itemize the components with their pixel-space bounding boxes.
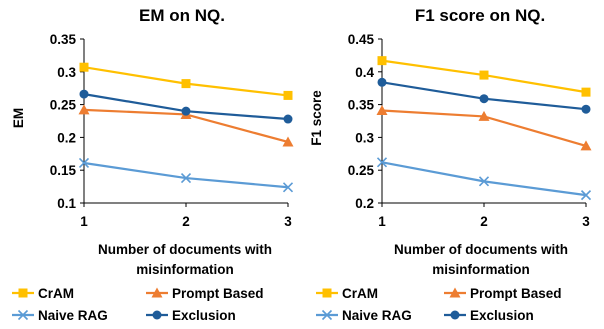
legend-marker-circle-icon <box>152 310 162 320</box>
data-point-prompt-based <box>282 136 294 147</box>
plot-area: 0.2 0.25 0.3 0.35 0.4 0.45 1 2 3 <box>348 32 592 229</box>
data-point-exclusion <box>479 94 489 104</box>
data-point-naive-rag <box>78 157 90 169</box>
data-point-prompt-based <box>580 140 592 151</box>
data-point-cram <box>377 56 387 66</box>
legend-marker-x-icon <box>17 309 29 321</box>
legend-label: Naive RAG <box>342 308 412 323</box>
legend-item-exclusion: Exclusion <box>444 308 534 323</box>
legend-item-cram: CrAM <box>12 286 74 301</box>
legend-em: CrAM Prompt Based Naive RAG Exclusion <box>12 286 264 323</box>
y-tick-label: 0.35 <box>348 98 375 113</box>
x-tick-label: 2 <box>480 214 488 229</box>
legend-label: Exclusion <box>470 308 534 323</box>
x-tick-label: 2 <box>182 214 190 229</box>
data-point-naive-rag <box>478 176 490 187</box>
data-point-cram <box>79 62 89 72</box>
data-point-cram <box>479 70 489 80</box>
data-point-prompt-based <box>376 105 388 116</box>
legend-item-prompt-based: Prompt Based <box>444 286 562 301</box>
x-axis-label-line-2: misinformation <box>136 262 234 277</box>
x-tick-label: 3 <box>582 214 590 229</box>
y-tick-label: 0.1 <box>57 196 76 211</box>
legend-marker-square-icon <box>18 288 28 298</box>
legend-label: Prompt Based <box>172 286 264 301</box>
y-tick-label: 0.45 <box>348 32 375 47</box>
legend-item-naive-rag: Naive RAG <box>316 308 412 323</box>
legend-item-cram: CrAM <box>316 286 378 301</box>
data-point-cram <box>581 87 591 97</box>
legend-marker-triangle-icon <box>449 287 461 298</box>
legend-marker-circle-icon <box>450 310 460 320</box>
legend-marker-triangle-icon <box>151 287 163 298</box>
legend-f1: CrAM Prompt Based Naive RAG Exclusion <box>316 286 562 323</box>
x-tick-label: 1 <box>378 214 386 229</box>
y-tick-label: 0.4 <box>355 65 374 80</box>
data-point-exclusion <box>79 89 89 99</box>
y-tick-label: 0.15 <box>50 163 77 178</box>
y-tick-label: 0.25 <box>50 98 77 113</box>
x-axis-label-line-2: misinformation <box>432 262 530 277</box>
legend-label: Naive RAG <box>38 308 108 323</box>
data-point-cram <box>181 79 191 89</box>
data-point-exclusion <box>181 106 191 116</box>
legend-marker-x-icon <box>321 309 333 321</box>
x-axis-label-line-1: Number of documents with <box>394 242 568 257</box>
legend-item-naive-rag: Naive RAG <box>12 308 108 323</box>
chart-title: EM on NQ. <box>139 6 225 25</box>
data-point-cram <box>283 90 293 100</box>
data-point-exclusion <box>377 77 387 87</box>
y-axis-label: EM <box>11 108 26 128</box>
legend-label: CrAM <box>38 286 74 301</box>
plot-area: 0.1 0.15 0.2 0.25 0.3 0.35 1 2 3 <box>50 32 294 229</box>
legend-label: Exclusion <box>172 308 236 323</box>
x-axis-label-line-1: Number of documents with <box>98 242 272 257</box>
y-tick-label: 0.35 <box>50 32 77 47</box>
data-point-exclusion <box>581 104 591 114</box>
legend-item-prompt-based: Prompt Based <box>146 286 264 301</box>
y-tick-label: 0.25 <box>348 163 375 178</box>
y-axis-label: F1 score <box>309 90 324 146</box>
data-point-naive-rag <box>282 182 294 193</box>
legend-item-exclusion: Exclusion <box>146 308 236 323</box>
legend-label: Prompt Based <box>470 286 562 301</box>
chart-em: EM on NQ. EM Number of documents with mi… <box>11 6 294 277</box>
data-point-exclusion <box>283 114 293 124</box>
data-point-naive-rag <box>580 190 592 201</box>
data-point-naive-rag <box>180 173 192 184</box>
series-line-naive-rag <box>381 161 587 197</box>
data-point-naive-rag <box>376 157 388 168</box>
y-tick-label: 0.2 <box>355 196 374 211</box>
chart-title: F1 score on NQ. <box>415 6 545 25</box>
series-line-naive-rag <box>83 161 289 189</box>
y-tick-label: 0.2 <box>57 130 76 145</box>
y-tick-label: 0.3 <box>57 65 76 80</box>
data-point-prompt-based <box>78 104 90 115</box>
legend-marker-square-icon <box>322 288 332 298</box>
x-tick-label: 1 <box>80 214 88 229</box>
legend-label: CrAM <box>342 286 378 301</box>
x-tick-label: 3 <box>284 214 292 229</box>
y-tick-label: 0.3 <box>355 130 374 145</box>
data-point-prompt-based <box>478 110 490 121</box>
chart-f1: F1 score on NQ. F1 score Number of docum… <box>309 6 592 277</box>
